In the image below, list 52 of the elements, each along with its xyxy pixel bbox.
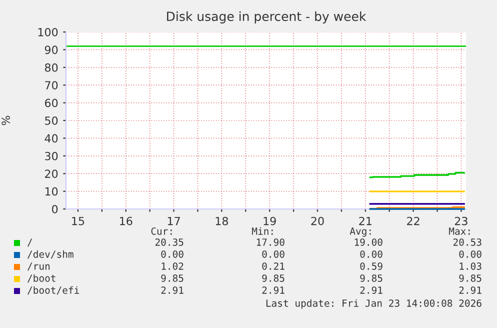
y-axis-title: % (2, 116, 10, 126)
legend-label: /boot/efi (27, 286, 80, 295)
text: 0.00 (459, 250, 482, 258)
y-tick-label: 20 (45, 170, 58, 178)
text: 9.85 (360, 274, 382, 282)
text: 20.53 (453, 238, 482, 246)
x-tick-label: 15 (72, 216, 84, 226)
x-tick-label: 17 (168, 216, 180, 226)
y-tick-label: 60 (45, 98, 58, 108)
text: 0.21 (262, 262, 284, 270)
y-tick-label: 40 (44, 134, 58, 143)
text: 0.00 (360, 250, 382, 258)
x-tick-label: 21 (359, 216, 372, 226)
y-tick-label: 80 (44, 63, 58, 72)
text: 2.91 (459, 286, 482, 294)
legend-label: /run (27, 262, 50, 271)
text: 9.85 (161, 274, 184, 282)
text: 9.85 (459, 274, 482, 282)
legend-label: / (27, 238, 32, 247)
text: Min: (252, 227, 273, 235)
x-tick-label: 20 (311, 216, 324, 226)
y-tick-label: 0 (52, 204, 58, 214)
y-tick-label: 10 (45, 187, 58, 196)
x-tick-label: 16 (120, 216, 132, 226)
y-tick-label: 100 (38, 28, 58, 36)
x-tick-label: 19 (264, 216, 276, 226)
text: 9.85 (262, 274, 284, 282)
legend-label: /dev/shm (27, 250, 74, 259)
text: 0.59 (360, 262, 382, 270)
y-tick-label: 50 (45, 116, 58, 125)
text: Avg: (350, 228, 371, 237)
text: 2.91 (360, 286, 382, 294)
text: 1.02 (162, 262, 184, 270)
text: 1.03 (460, 262, 482, 270)
text: Cur: (151, 227, 172, 235)
text: 19.00 (354, 238, 382, 246)
legend-label: /boot (27, 274, 56, 283)
x-tick-label: 23 (454, 216, 468, 226)
text: 2.91 (262, 286, 284, 294)
y-tick-label: 90 (44, 46, 58, 54)
text: Last update: Fri Jan 23 14:00:08 2026 (266, 299, 482, 309)
text: 0.00 (161, 250, 184, 258)
text: 0.00 (262, 250, 284, 258)
text: 2.91 (161, 286, 184, 294)
text: 20.35 (155, 238, 184, 246)
x-tick-label: 22 (407, 216, 420, 226)
text: Max: (449, 228, 470, 235)
text: 17.90 (256, 238, 284, 246)
x-tick-label: 18 (216, 216, 228, 226)
y-tick-label: 70 (45, 81, 58, 90)
chart-title: Disk usage in percent - by week (167, 11, 366, 24)
y-tick-label: 30 (45, 152, 58, 160)
